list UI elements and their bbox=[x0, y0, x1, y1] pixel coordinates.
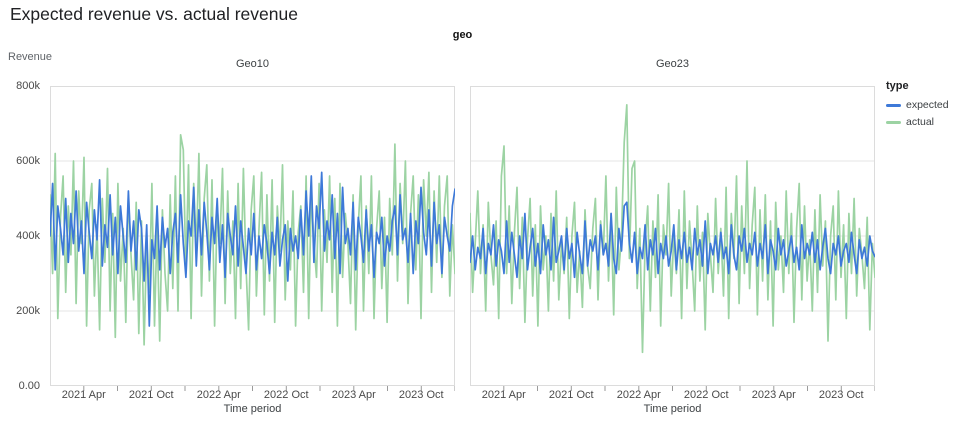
legend-title: type bbox=[886, 80, 909, 92]
facet-geo10: Geo10 2021 Apr 2021 Oct 2022 Apr 2022 Oct 20… bbox=[50, 58, 455, 424]
legend-item-actual[interactable]: actual bbox=[886, 116, 956, 128]
chart-title: Expected revenue vs. actual revenue bbox=[10, 4, 298, 24]
x-tick-label: 2021 Oct bbox=[128, 389, 174, 401]
legend: type expected actual bbox=[886, 80, 956, 133]
facet-field-label: geo bbox=[452, 29, 473, 41]
x-tick-label: 2022 Apr bbox=[196, 389, 241, 401]
series-expected-line bbox=[50, 171, 455, 327]
legend-items: expected actual bbox=[886, 99, 956, 128]
x-axis-title: Time period bbox=[223, 403, 282, 415]
x-tick-labels: 2021 Apr 2021 Oct 2022 Apr 2022 Oct 2023 Apr… bbox=[50, 389, 455, 403]
facet-plot-area[interactable] bbox=[470, 86, 875, 392]
legend-label: actual bbox=[906, 116, 935, 128]
y-tick-label: 200k bbox=[16, 305, 40, 317]
series-actual-line bbox=[50, 133, 455, 346]
facet-title: Geo10 bbox=[235, 58, 270, 70]
x-tick-label: 2021 Oct bbox=[548, 389, 594, 401]
facet-title: Geo23 bbox=[655, 58, 690, 70]
series-actual-line bbox=[470, 103, 875, 354]
legend-swatch-expected bbox=[886, 103, 901, 107]
x-tick-label: 2023 Apr bbox=[751, 389, 796, 401]
x-tick-label: 2022 Apr bbox=[616, 389, 661, 401]
series-expected-line bbox=[470, 201, 875, 279]
x-tick-label: 2021 Apr bbox=[481, 389, 526, 401]
y-tick-label: 400k bbox=[16, 230, 40, 242]
facet-plot-area[interactable] bbox=[50, 86, 455, 392]
legend-swatch-actual bbox=[886, 120, 901, 124]
x-tick-label: 2023 Oct bbox=[818, 389, 864, 401]
y-tick-label: 600k bbox=[16, 155, 40, 167]
x-tick-label: 2021 Apr bbox=[61, 389, 106, 401]
facet-geo23: Geo23 2021 Apr 2021 Oct 2022 Apr 2022 Oct 20… bbox=[470, 58, 875, 424]
x-tick-label: 2023 Oct bbox=[398, 389, 444, 401]
x-tick-label: 2022 Oct bbox=[263, 389, 309, 401]
y-tick-labels: 800k 600k 400k 200k 0.00 bbox=[0, 79, 40, 399]
legend-label: expected bbox=[906, 99, 949, 111]
x-tick-label: 2022 Oct bbox=[683, 389, 729, 401]
x-tick-labels: 2021 Apr 2021 Oct 2022 Apr 2022 Oct 2023 Apr… bbox=[470, 389, 875, 403]
x-tick-label: 2023 Apr bbox=[331, 389, 376, 401]
legend-item-expected[interactable]: expected bbox=[886, 99, 956, 111]
y-tick-label: 800k bbox=[16, 80, 40, 92]
x-axis-title: Time period bbox=[643, 403, 702, 415]
y-axis-title: Revenue bbox=[8, 51, 53, 63]
y-tick-label: 0.00 bbox=[18, 380, 40, 392]
